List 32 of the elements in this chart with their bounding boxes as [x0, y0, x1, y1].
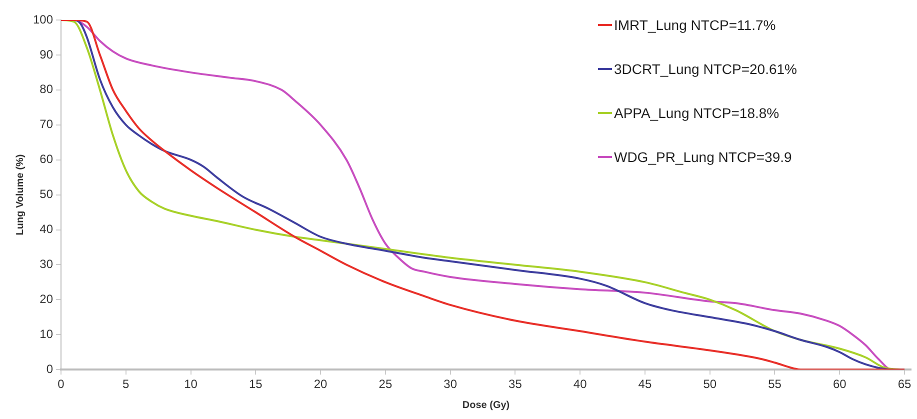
x-tick-label: 45: [638, 377, 652, 392]
legend-label: 3DCRT_Lung NTCP=20.61%: [614, 61, 797, 77]
y-tick-label: 80: [40, 82, 54, 96]
legend-label: WDG_PR_Lung NTCP=39.9: [614, 149, 792, 165]
x-tick-label: 20: [314, 377, 328, 392]
x-tick-label: 55: [768, 377, 782, 392]
y-axis-title: Lung Volume (%): [14, 154, 26, 236]
y-tick-label: 0: [46, 362, 54, 376]
y-tick-label: 90: [40, 47, 54, 62]
legend-label: IMRT_Lung NTCP=11.7%: [614, 17, 776, 33]
line-series: [61, 20, 906, 370]
y-tick-label: 50: [40, 187, 54, 202]
x-tick-label: 30: [444, 377, 458, 392]
x-tick-label: 0: [58, 377, 65, 392]
x-axis-title: Dose (Gy): [462, 400, 510, 411]
y-tick-label: 30: [40, 257, 54, 272]
legend-label: APPA_Lung NTCP=18.8%: [614, 105, 780, 121]
x-tick-label: 50: [703, 377, 717, 392]
y-tick-label: 20: [40, 292, 54, 306]
y-tick-label: 10: [40, 326, 54, 341]
y-tick-label: 60: [40, 152, 54, 166]
x-tick-label: 25: [378, 377, 392, 392]
x-tick-label: 10: [184, 377, 198, 392]
x-tick-label: 65: [898, 377, 912, 392]
x-tick-label: 40: [573, 377, 588, 392]
x-tick-label: 5: [122, 377, 130, 392]
y-tick-label: 70: [40, 117, 54, 132]
y-tick-label: 100: [32, 12, 54, 26]
x-tick-label: 60: [832, 377, 847, 392]
x-tick-label: 15: [248, 377, 263, 392]
x-tick-label: 35: [508, 377, 522, 392]
y-tick-label: 40: [40, 222, 54, 236]
